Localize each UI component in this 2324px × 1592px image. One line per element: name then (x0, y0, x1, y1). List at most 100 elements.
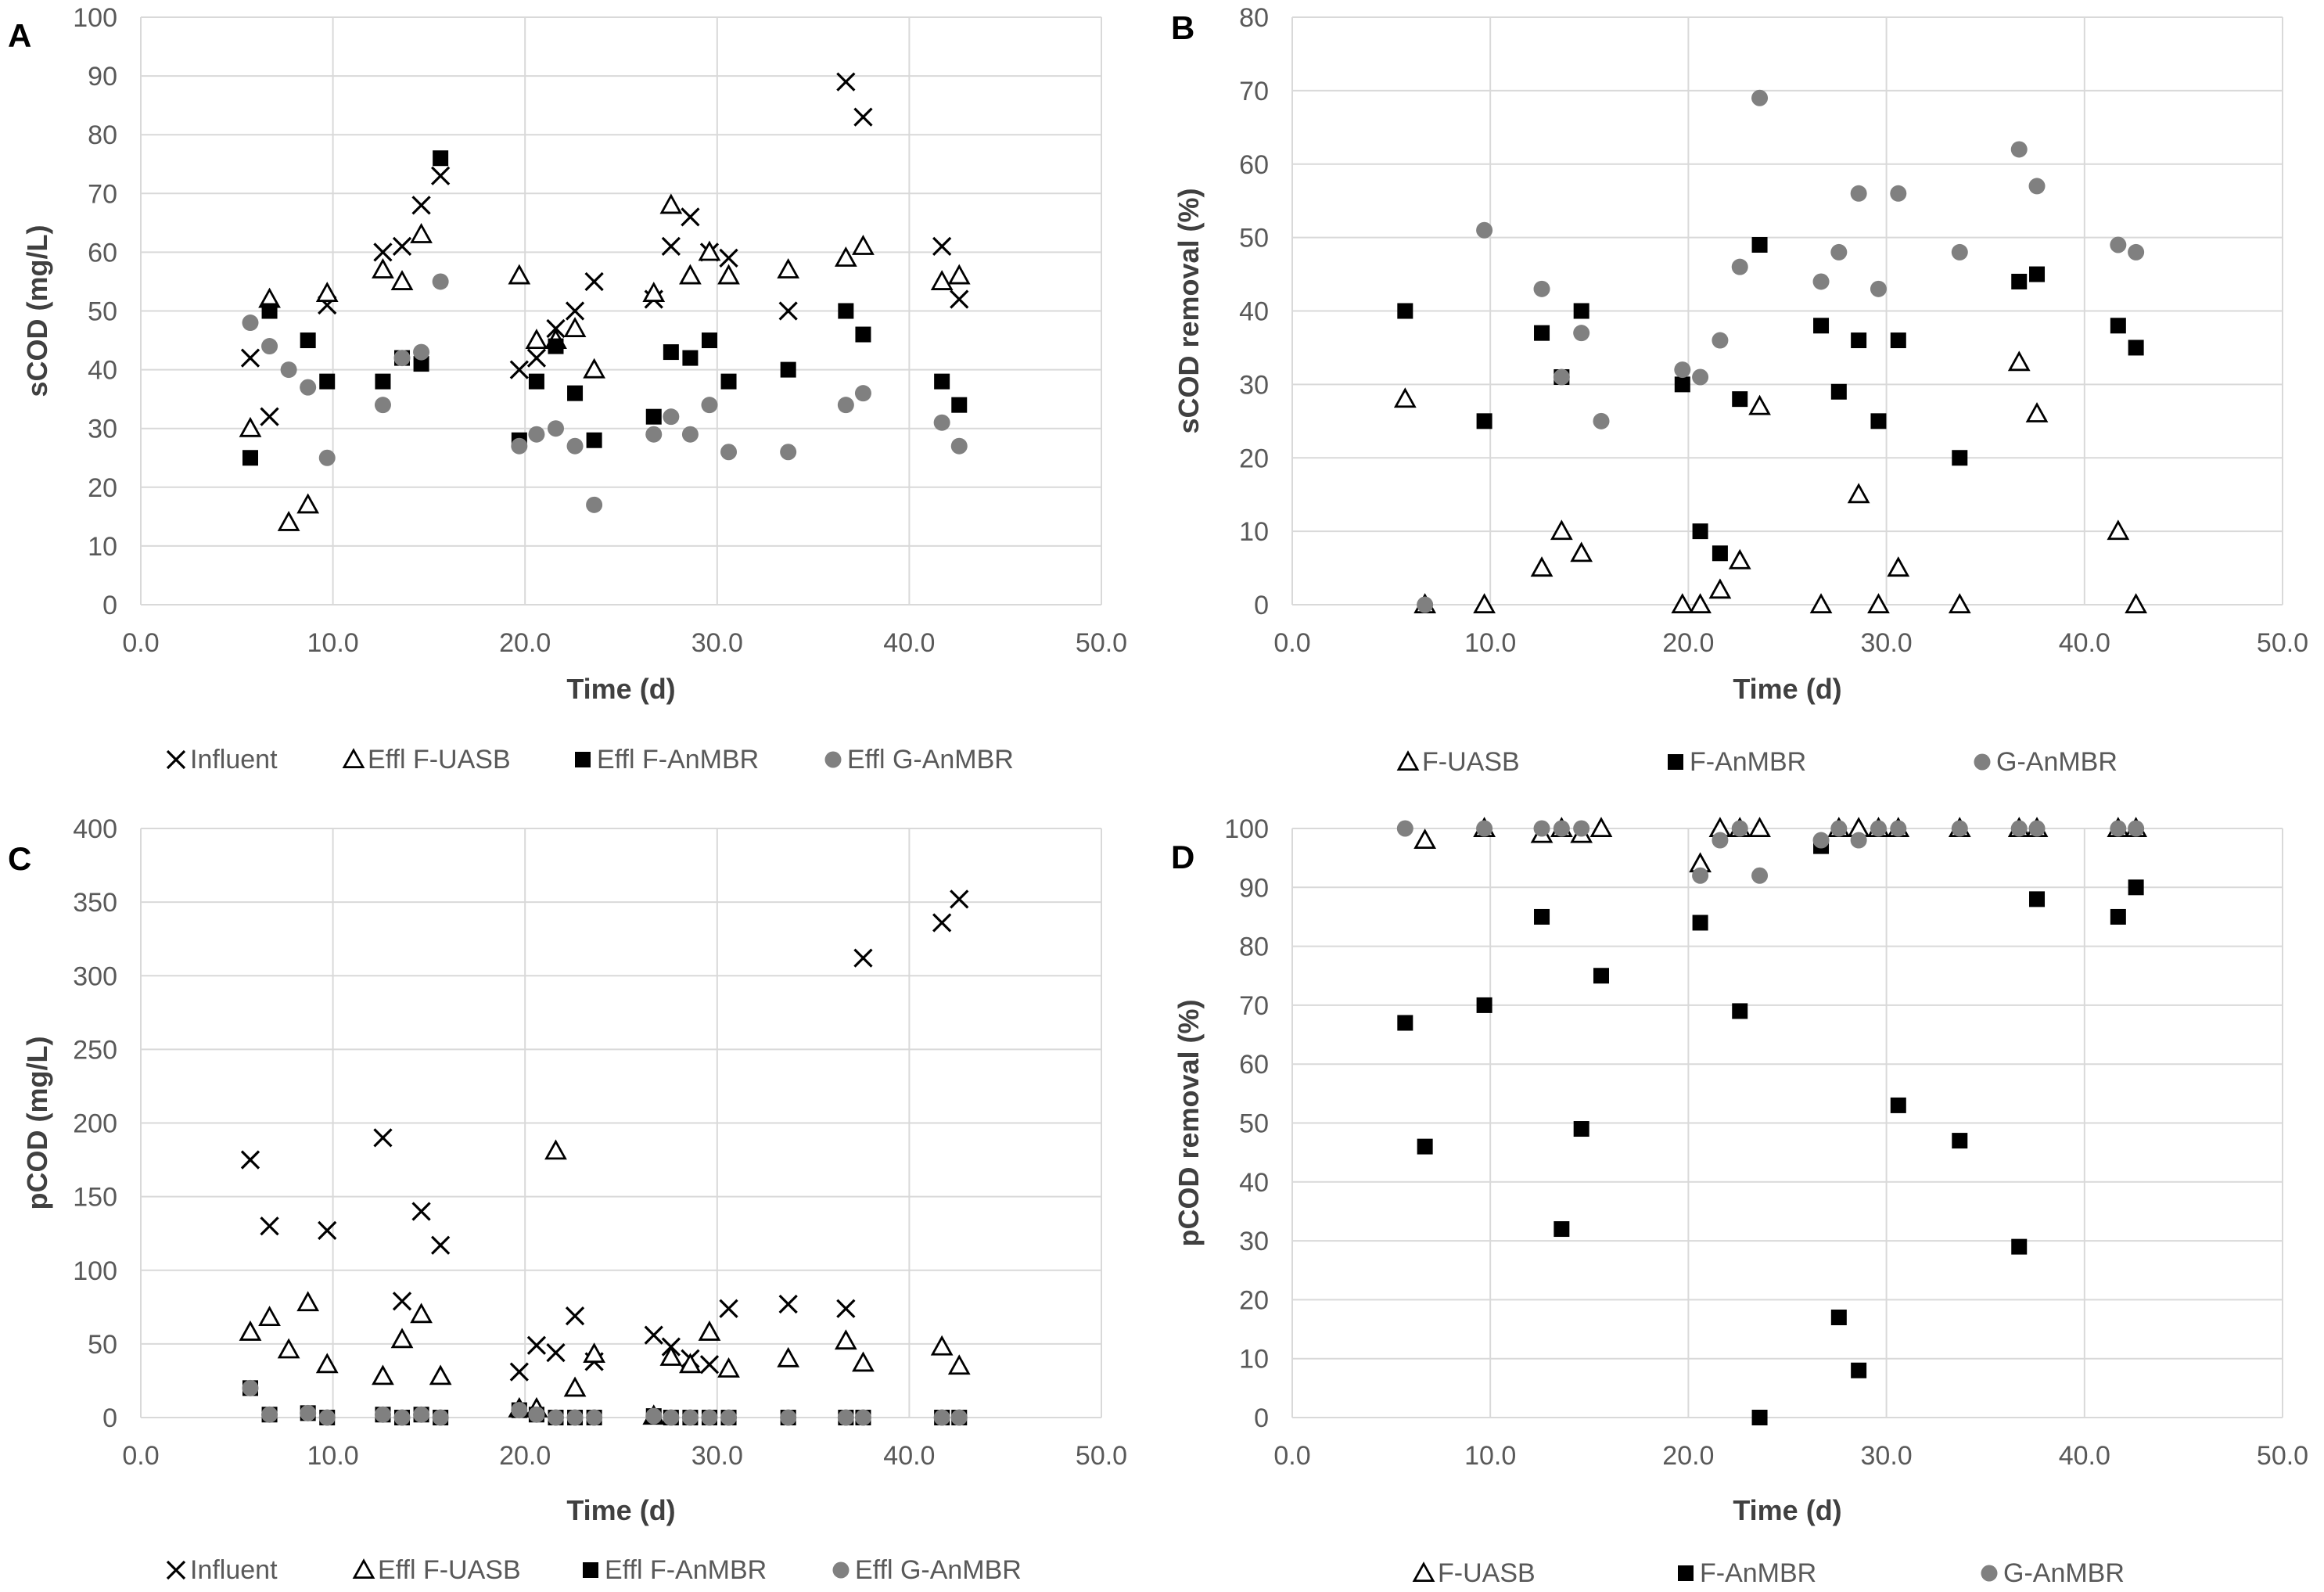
data-point (1589, 817, 1613, 837)
data-point (2011, 273, 2028, 289)
data-point (933, 414, 950, 431)
y-tick-label: 90 (1239, 873, 1269, 903)
data-point (836, 1299, 856, 1318)
data-point (526, 348, 547, 368)
data-point (565, 1306, 585, 1326)
data-point (1417, 596, 1434, 613)
data-point (2107, 519, 2130, 541)
x-tick-label: 10.0 (307, 1441, 359, 1471)
y-tick-label: 60 (88, 238, 117, 268)
data-point (242, 450, 258, 466)
data-point (1890, 185, 1907, 202)
x-tick-label: 20.0 (1662, 628, 1714, 658)
data-point (645, 426, 663, 443)
legend-marker (575, 752, 591, 767)
data-point (1393, 387, 1417, 408)
data-point (1692, 368, 1709, 386)
data-point (1689, 593, 1712, 613)
data-point (583, 358, 605, 379)
x-tick-label: 0.0 (1273, 1441, 1310, 1471)
data-point (373, 243, 393, 262)
data-point (1851, 332, 1867, 349)
data-point (852, 1351, 875, 1372)
y-tick-label: 100 (73, 1256, 117, 1286)
data-point (682, 350, 699, 366)
legend-label: G-AnMBR (1996, 747, 2117, 777)
legend-marker (352, 1558, 375, 1579)
data-point (1708, 578, 1732, 599)
series-f-anmbr (1397, 838, 2144, 1425)
data-point (1533, 820, 1550, 837)
y-tick-label: 60 (1239, 1050, 1269, 1080)
data-point (932, 236, 952, 257)
data-point (1573, 1121, 1589, 1137)
y-axis-label: sCOD removal (%) (1173, 188, 1205, 433)
data-point (951, 397, 968, 413)
x-tick-label: 20.0 (499, 1441, 551, 1471)
legend-marker (1668, 754, 1683, 770)
chart-panel-a: 0 10 20 30 40 50 60 70 80 90 100 0.0 10.0 20.0 30.0 40.… (8, 3, 1127, 774)
data-point (277, 510, 300, 531)
legend-label: G-AnMBR (2003, 1558, 2125, 1588)
data-point (659, 193, 683, 214)
series-f-uasb (1393, 350, 2148, 613)
y-tick-label: 0 (102, 591, 117, 620)
legend-marker (1396, 750, 1420, 771)
data-point (431, 166, 451, 185)
data-point (511, 437, 528, 455)
data-point (509, 1362, 529, 1382)
y-tick-label: 250 (73, 1035, 117, 1065)
x-tick-label: 0.0 (1273, 628, 1310, 658)
x-tick-label: 40.0 (2059, 628, 2110, 658)
x-axis-label: Time (d) (1733, 673, 1841, 705)
chart-panel-b: 0 10 20 30 40 50 60 70 80 0.0 10.0 20.0 30.0 40.0 50.0… (1171, 3, 2308, 777)
data-point (777, 1346, 800, 1367)
data-point (701, 332, 717, 349)
data-point (1476, 413, 1492, 429)
data-point (1397, 1015, 1413, 1031)
x-tick-label: 30.0 (1861, 628, 1913, 658)
data-point (720, 373, 737, 390)
data-point (837, 397, 854, 414)
series-effl-f-uasb (239, 1139, 971, 1425)
data-point (2110, 820, 2127, 837)
data-point (1731, 258, 1748, 275)
data-point (1476, 820, 1493, 837)
y-tick-label: 70 (1239, 991, 1269, 1021)
data-point (2110, 236, 2127, 253)
data-point (837, 1409, 854, 1426)
data-point (1890, 1097, 1906, 1113)
data-point (565, 301, 585, 321)
data-point (393, 350, 411, 367)
data-point (372, 258, 394, 279)
y-tick-label: 30 (88, 415, 117, 444)
data-point (260, 407, 279, 426)
data-point (1533, 280, 1550, 297)
data-point (681, 426, 699, 443)
data-point (1751, 89, 1769, 106)
data-point (1553, 368, 1570, 386)
data-point (1593, 968, 1609, 984)
legend-label: F-UASB (1438, 1558, 1536, 1588)
data-point (2010, 141, 2028, 158)
data-point (411, 196, 431, 215)
y-tick-label: 20 (1239, 444, 1269, 473)
data-point (1851, 1362, 1867, 1378)
data-point (2029, 891, 2046, 907)
data-point (1830, 820, 1848, 837)
x-tick-label: 20.0 (1662, 1441, 1714, 1471)
data-point (1534, 908, 1550, 925)
data-point (239, 1320, 262, 1341)
data-point (433, 150, 449, 167)
data-point (260, 1216, 279, 1236)
y-tick-label: 0 (1254, 591, 1269, 620)
data-point (1870, 820, 1887, 837)
data-point (679, 1353, 702, 1374)
data-point (852, 235, 875, 255)
data-point (950, 437, 968, 455)
y-tick-label: 50 (88, 1330, 117, 1360)
data-point (2125, 593, 2148, 613)
y-tick-label: 30 (1239, 1227, 1269, 1256)
y-tick-label: 50 (1239, 224, 1269, 253)
